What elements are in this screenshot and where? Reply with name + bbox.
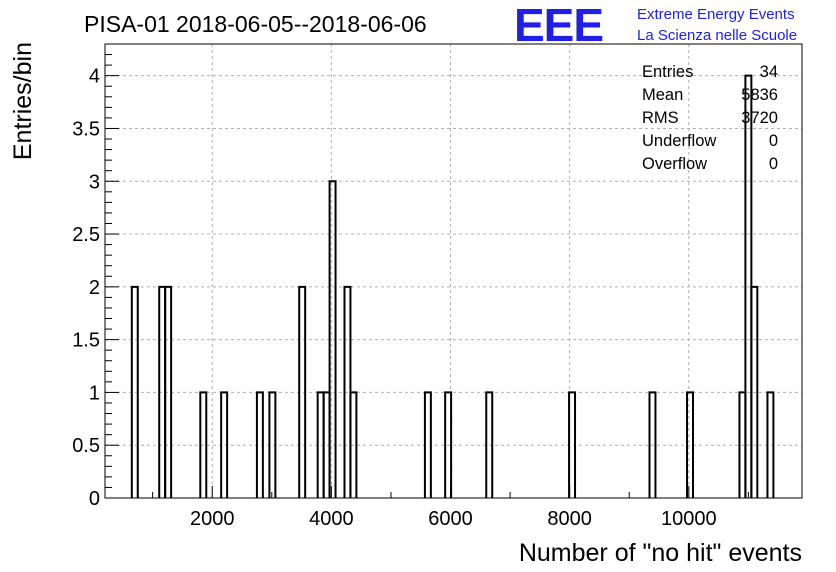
histogram-bin [328,180,337,498]
histogram-bin [485,391,494,498]
histogram-bin [766,391,775,498]
stats-box: Entries 34 Mean 5836 RMS 3720 Underflow 0 Overfl… [642,63,778,173]
histogram-bin [444,391,453,498]
stats-value: 5836 [741,86,778,104]
x-tick-label: 10000 [661,508,717,530]
grid-lines [105,44,802,498]
chart-title: PISA-01 2018-06-05--2018-06-06 [84,11,427,37]
y-tick-label: 1.5 [72,330,100,352]
y-tick-label: 0 [89,488,100,510]
stats-label: Entries [642,63,693,81]
x-axis-title: Number of "no hit" events [519,539,802,567]
histogram-bars [130,74,775,498]
x-tick-label: 6000 [428,508,473,530]
y-tick-label: 2.5 [72,224,100,246]
logo-line-2: La Scienza nelle Scuole [637,27,797,44]
histogram-bin [349,391,358,498]
y-tick-label: 1 [89,382,100,404]
stats-label: Underflow [642,132,716,150]
stats-value: 0 [769,155,778,173]
histogram-bin [268,391,277,498]
histogram-bin [648,391,657,498]
y-tick-label: 2 [89,277,100,299]
histogram-bin [164,285,173,498]
stats-label: Overflow [642,155,707,173]
histogram-bin [686,391,694,498]
stats-label: Mean [642,86,683,104]
y-tick-label: 0.5 [72,435,100,457]
x-tick-label: 4000 [309,508,354,530]
stats-label: RMS [642,109,679,127]
logo-line-1: Extreme Energy Events [637,6,795,23]
plot-frame [104,43,803,499]
histogram-bin [423,391,432,498]
axis-ticks [105,54,749,498]
histogram-bin [298,285,307,498]
histogram-bin [199,391,208,498]
stats-value: 0 [769,132,778,150]
x-tick-label: 8000 [547,508,592,530]
histogram-bin [255,391,264,498]
eee-logo: EEE Extreme Energy Events La Scienza nel… [514,0,797,51]
x-tick-label: 2000 [190,508,235,530]
histogram-bin [220,391,229,498]
histogram-bin [130,285,139,498]
stats-value: 34 [760,63,778,81]
y-axis-title: Entries/bin [9,42,37,160]
histogram-bin [568,391,577,498]
y-tick-label: 3 [89,171,100,193]
histogram-bin [750,285,759,498]
logo-mark: EEE [514,0,603,51]
x-tick-labels: 2000 4000 6000 8000 10000 [190,508,717,530]
stats-value: 3720 [741,109,778,127]
y-tick-label: 4 [89,66,100,88]
y-tick-labels: 0 0.5 1 1.5 2 2.5 3 3.5 4 [72,66,100,510]
y-tick-label: 3.5 [72,118,100,140]
